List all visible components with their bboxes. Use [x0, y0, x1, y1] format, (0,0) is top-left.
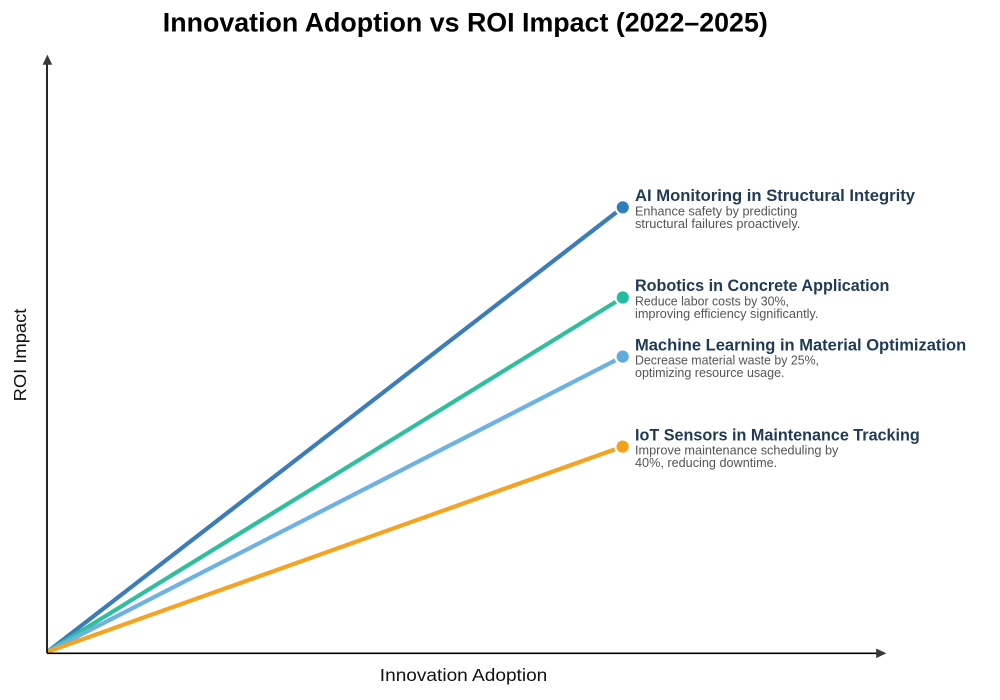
svg-text:40%, reducing downtime.: 40%, reducing downtime.	[635, 455, 777, 470]
svg-text:structural failures proactivel: structural failures proactively.	[635, 216, 800, 231]
svg-text:Decrease material waste by 25%: Decrease material waste by 25%,	[635, 353, 819, 368]
svg-text:Enhance safety by predicting: Enhance safety by predicting	[635, 203, 797, 218]
svg-text:Innovation Adoption: Innovation Adoption	[380, 665, 548, 685]
svg-text:Machine Learning in Material O: Machine Learning in Material Optimizatio…	[635, 336, 966, 354]
svg-text:improving efficiency significa: improving efficiency significantly.	[635, 306, 818, 321]
svg-text:Innovation Adoption vs ROI Imp: Innovation Adoption vs ROI Impact (2022–…	[163, 7, 768, 37]
svg-text:ROI Impact: ROI Impact	[10, 308, 30, 401]
svg-text:Robotics in Concrete Applicati: Robotics in Concrete Application	[635, 277, 889, 295]
svg-text:Reduce labor costs by 30%,: Reduce labor costs by 30%,	[635, 293, 789, 308]
svg-text:Improve maintenance scheduling: Improve maintenance scheduling by	[635, 443, 839, 458]
svg-text:IoT Sensors in Maintenance Tra: IoT Sensors in Maintenance Tracking	[635, 426, 920, 444]
svg-text:optimizing resource usage.: optimizing resource usage.	[635, 365, 785, 380]
svg-text:AI Monitoring in Structural In: AI Monitoring in Structural Integrity	[635, 187, 915, 205]
